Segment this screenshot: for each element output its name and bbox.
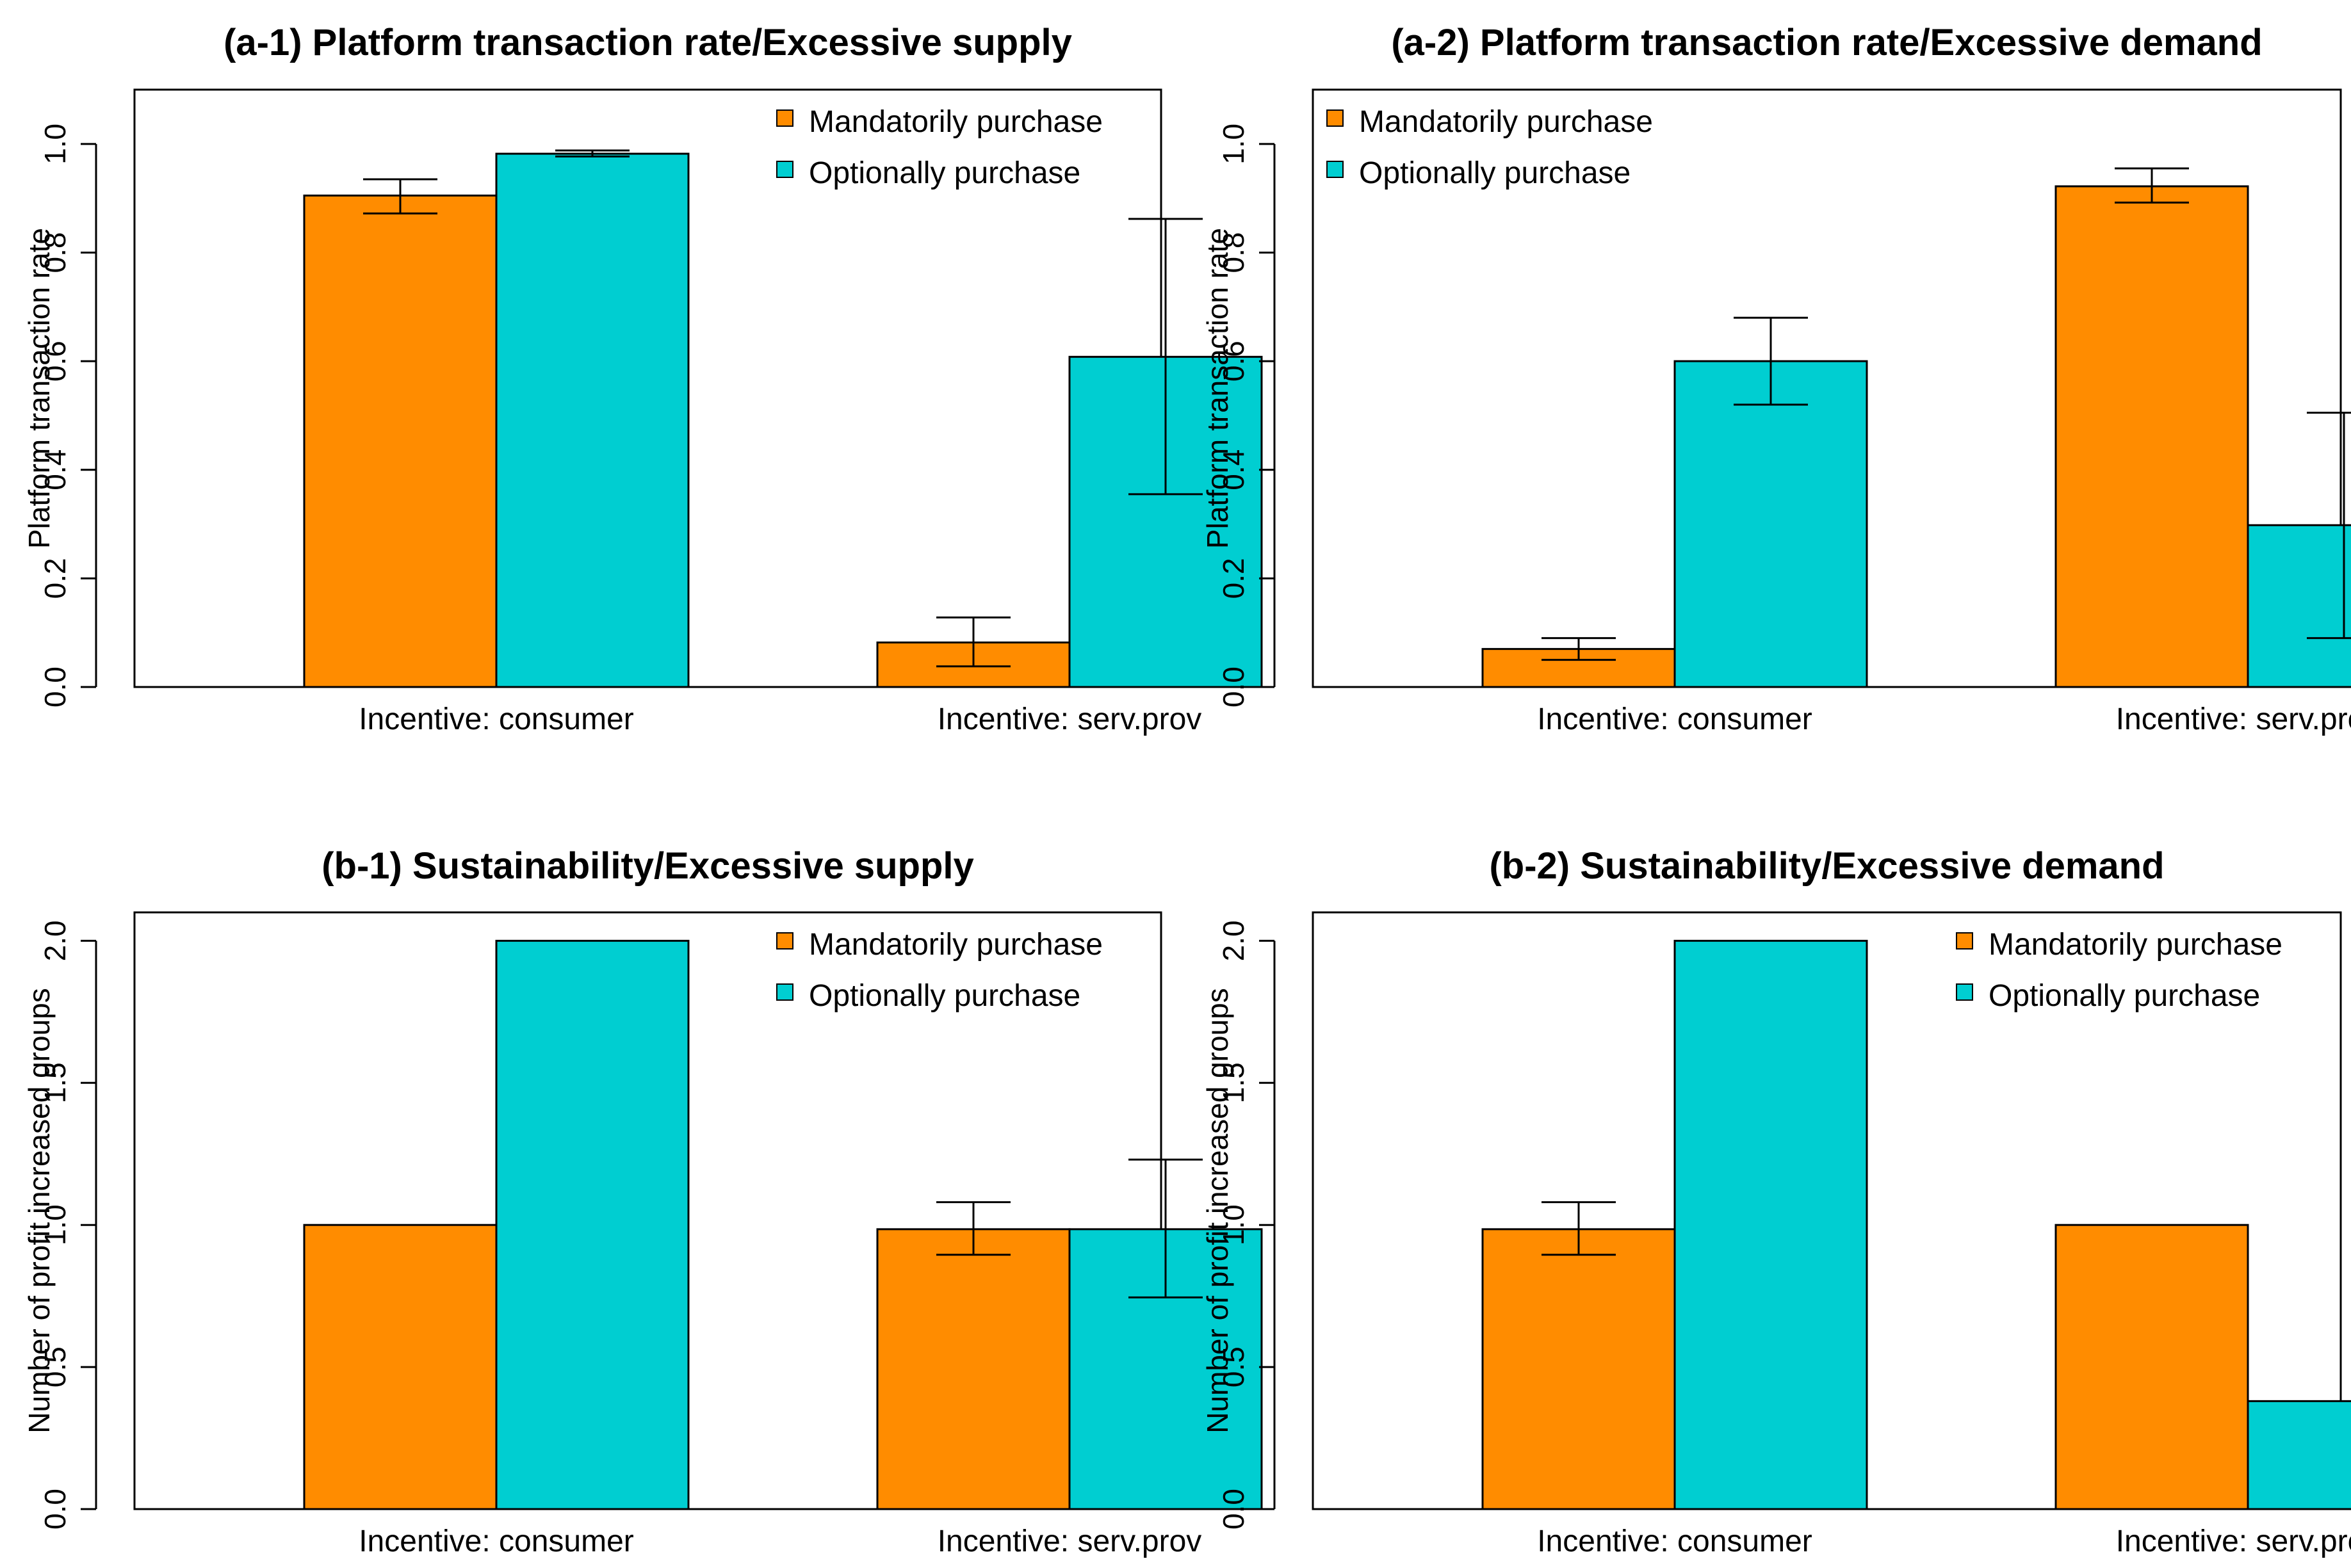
y-tick-label: 0.5 [1217,1346,1250,1387]
chart-panel-2: (a-2) Platform transaction rate/Excessiv… [1201,22,2351,736]
legend-swatch-optionally [776,161,793,178]
y-tick-label: 1.0 [1217,1204,1250,1245]
y-tick-label: 0.0 [38,1489,72,1530]
y-tick-label: 1.5 [38,1062,72,1103]
y-axis-label: Number of profit increased groups [1201,988,1234,1433]
legend-swatch-mandatorily [1956,932,1973,950]
legend-swatch-mandatorily [776,109,793,127]
y-tick-label: 1.0 [38,1204,72,1245]
x-category-label: Incentive: consumer [1537,702,1812,736]
y-axis-label: Platform transaction rate [22,228,56,549]
chart-panel-1: (a-1) Platform transaction rate/Excessiv… [22,22,1263,736]
y-tick-label: 0.8 [1217,232,1250,273]
legend-label-optionally: Optionally purchase [809,156,1080,190]
chart-title: (b-2) Sustainability/Excessive demand [1489,845,2164,887]
legend-label-optionally: Optionally purchase [1359,156,1631,190]
legend-label-mandatorily: Mandatorily purchase [809,105,1103,139]
y-axis-label: Platform transaction rate [1201,228,1234,549]
bar-2-optionally [2247,1400,2351,1510]
bar-2-mandatorily [2054,185,2249,688]
y-tick-label: 0.6 [1217,341,1250,382]
legend-label-optionally: Optionally purchase [1989,979,2260,1013]
legend-swatch-mandatorily [776,932,793,950]
legend-label-optionally: Optionally purchase [809,979,1080,1013]
chart-title: (a-2) Platform transaction rate/Excessiv… [1391,22,2262,63]
y-tick-label: 0.6 [38,341,72,382]
y-tick-label: 0.0 [1217,1489,1250,1530]
y-tick-label: 2.0 [1217,920,1250,961]
y-tick-label: 0.4 [1217,449,1250,490]
bar-1-mandatorily [303,194,498,688]
y-tick-label: 0.2 [1217,558,1250,599]
bar-1-optionally [495,939,690,1510]
legend-label-mandatorily: Mandatorily purchase [1989,928,2282,962]
x-category-label: Incentive: serv.prov [938,1524,1202,1558]
bar-2-optionally [2247,524,2351,688]
chart-title: (b-1) Sustainability/Excessive supply [321,845,974,887]
bar-1-optionally [495,152,690,688]
bar-1-optionally [1673,939,1868,1510]
x-category-label: Incentive: serv.prov [938,702,1202,736]
x-category-label: Incentive: serv.prov [2116,1524,2351,1558]
legend-swatch-optionally [1956,983,1973,1001]
legend-swatch-mandatorily [1326,109,1344,127]
legend-label-mandatorily: Mandatorily purchase [1359,105,1653,139]
y-tick-label: 0.5 [38,1346,72,1387]
y-tick-label: 2.0 [38,920,72,961]
chart-title: (a-1) Platform transaction rate/Excessiv… [224,22,1072,63]
y-axis-label: Number of profit increased groups [22,988,56,1433]
bar-1-mandatorily [1481,1228,1676,1510]
bar-2-mandatorily [2054,1224,2249,1510]
legend-label-mandatorily: Mandatorily purchase [809,928,1103,962]
y-tick-label: 0.0 [1217,667,1250,707]
y-tick-label: 0.8 [38,232,72,273]
y-tick-label: 0.4 [38,449,72,490]
y-tick-label: 0.0 [38,667,72,707]
x-category-label: Incentive: serv.prov [2116,702,2351,736]
x-category-label: Incentive: consumer [1537,1524,1812,1558]
legend-swatch-optionally [1326,161,1344,178]
y-tick-label: 1.0 [38,124,72,165]
bar-2-mandatorily [876,1228,1071,1510]
bar-1-mandatorily [303,1224,498,1510]
y-tick-label: 1.0 [1217,124,1250,165]
y-tick-label: 0.2 [38,558,72,599]
bar-1-optionally [1673,360,1868,688]
chart-panel-3: (b-1) Sustainability/Excessive supply 0.0… [22,845,1263,1558]
x-category-label: Incentive: consumer [359,1524,634,1558]
legend-swatch-optionally [776,983,793,1001]
y-tick-label: 1.5 [1217,1062,1250,1103]
chart-panel-4: (b-2) Sustainability/Excessive demand 0.0… [1201,845,2351,1558]
x-category-label: Incentive: consumer [359,702,634,736]
